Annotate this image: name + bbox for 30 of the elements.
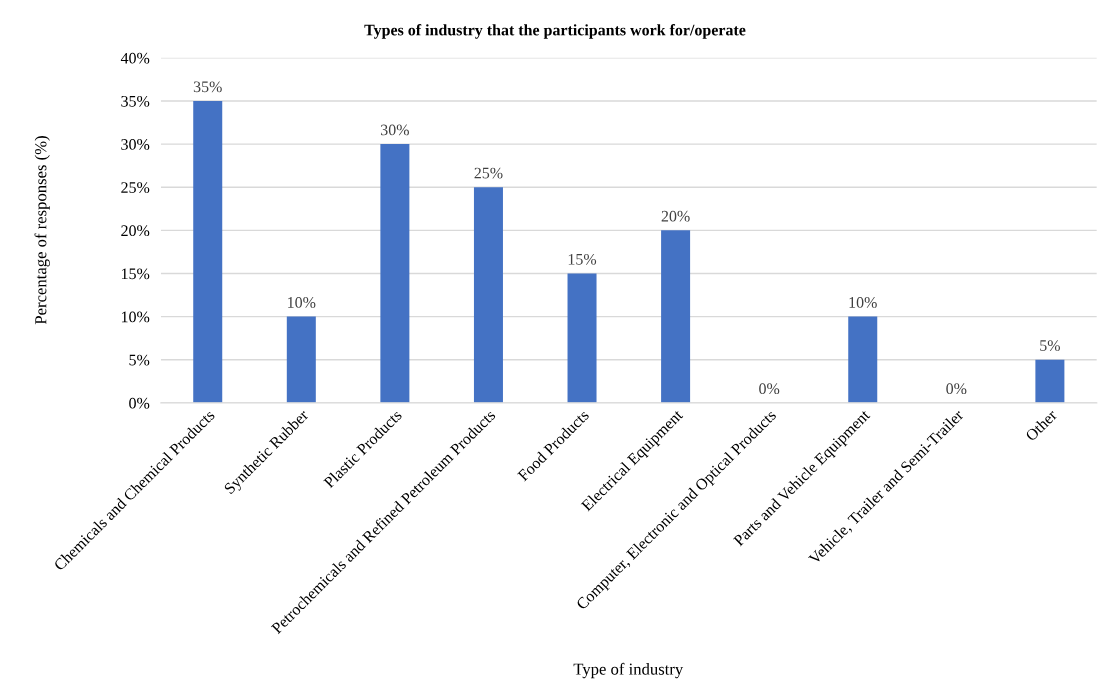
- data-label: 30%: [381, 124, 409, 136]
- bar: [286, 316, 316, 403]
- data-label: 35%: [193, 81, 222, 93]
- bar: [567, 273, 597, 403]
- y-tick-label: 35%: [121, 95, 150, 107]
- y-axis-title: Percentage of responses (%): [34, 136, 50, 325]
- data-label: 5%: [1040, 340, 1060, 351]
- bar: [661, 230, 691, 403]
- data-label: 10%: [288, 297, 316, 308]
- data-label: 15%: [568, 253, 597, 265]
- y-tick-label: 30%: [121, 139, 150, 150]
- y-tick-label: 25%: [121, 182, 150, 193]
- y-tick-label: 40%: [120, 52, 150, 64]
- bar: [1035, 359, 1065, 403]
- y-tick-label: 0%: [129, 397, 150, 409]
- y-tick-label: 5%: [129, 354, 150, 366]
- data-label: 25%: [474, 167, 503, 179]
- bar: [193, 100, 223, 403]
- data-label: 0%: [759, 383, 780, 395]
- y-tick-label: 10%: [121, 311, 150, 323]
- bar: [848, 316, 878, 403]
- x-axis-title: Type of industry: [573, 662, 684, 679]
- y-tick-label: 20%: [121, 225, 150, 237]
- chart-title: Types of industry that the participants work for/operate: [364, 24, 746, 39]
- data-label: 10%: [849, 297, 877, 308]
- bar: [380, 144, 410, 403]
- data-label: 0%: [946, 383, 967, 395]
- bar: [473, 187, 503, 403]
- y-tick-label: 15%: [121, 268, 150, 280]
- data-label: 20%: [661, 210, 690, 222]
